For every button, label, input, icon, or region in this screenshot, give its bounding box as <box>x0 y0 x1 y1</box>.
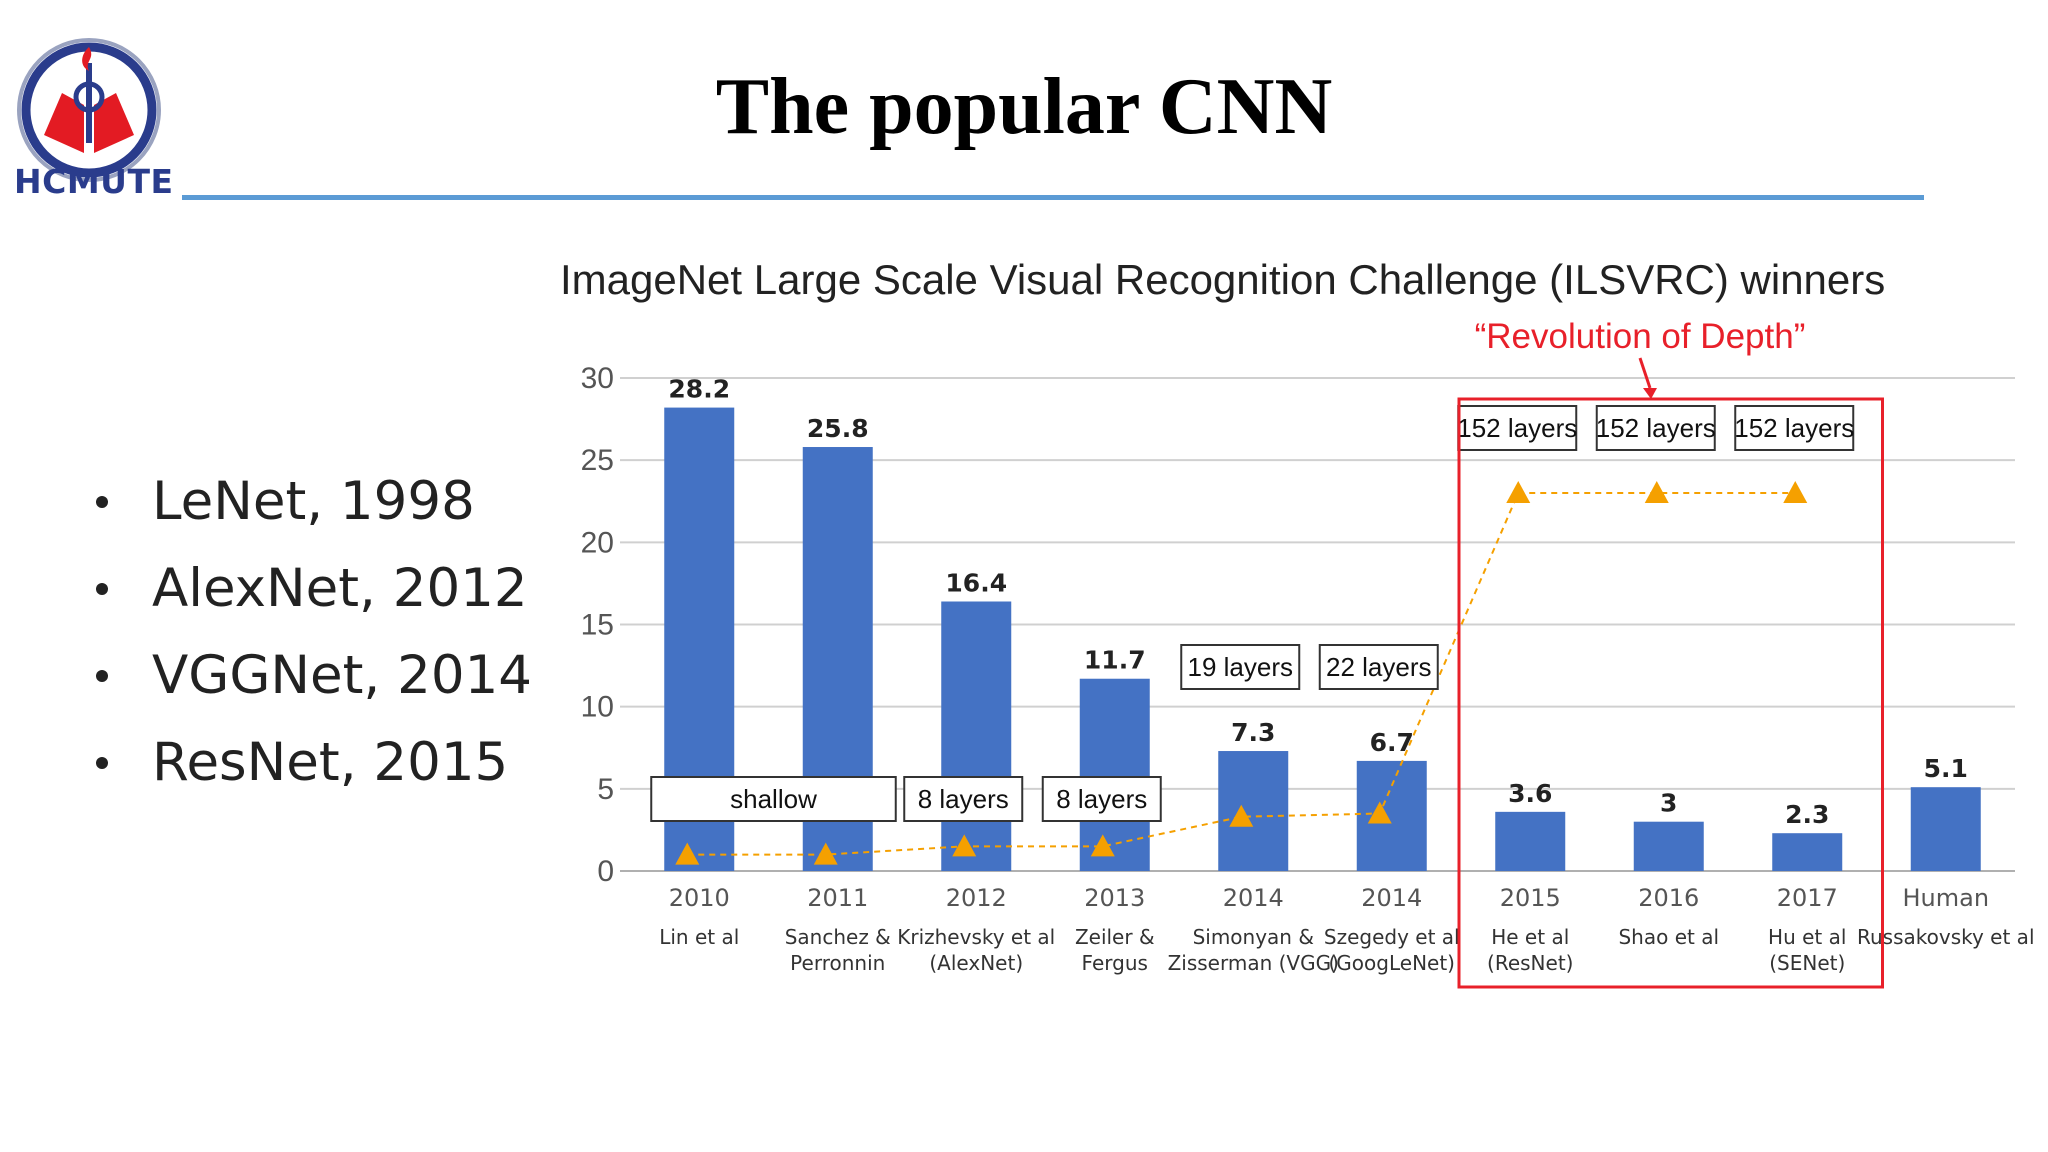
bar <box>1772 833 1843 871</box>
chart-title: ImageNet Large Scale Visual Recognition … <box>560 256 1886 303</box>
layer-label: 152 layers <box>1734 413 1854 443</box>
y-tick-label: 30 <box>581 362 614 395</box>
slide-title: The popular CNN <box>715 63 1333 151</box>
y-tick-label: 5 <box>597 773 614 806</box>
layer-label-box <box>1318 644 1439 690</box>
hcmute-logo <box>17 38 161 182</box>
depth-marker <box>675 842 700 865</box>
layer-label-box <box>1734 405 1855 451</box>
x-subtitle-label: (GoogLeNet) <box>1329 951 1455 975</box>
bullet-item: ResNet, 2015 <box>90 719 532 806</box>
x-tick-label: 2017 <box>1777 884 1838 912</box>
layer-label-box <box>1457 405 1578 451</box>
y-tick-label: 0 <box>597 855 614 888</box>
bar-value-label: 11.7 <box>1084 646 1146 675</box>
x-tick-label: 2016 <box>1638 884 1699 912</box>
bullet-list: LeNet, 1998 AlexNet, 2012 VGGNet, 2014 R… <box>90 458 532 806</box>
x-tick-label: 2014 <box>1223 884 1284 912</box>
depth-marker <box>813 842 838 865</box>
bar-value-label: 7.3 <box>1231 718 1275 747</box>
bar <box>1633 821 1704 871</box>
logo-text: HCMUTE <box>14 162 174 201</box>
layer-label: 8 layers <box>1056 784 1147 814</box>
layer-label: 22 layers <box>1326 652 1432 682</box>
x-subtitle-label: Krizhevsky et al <box>897 925 1055 949</box>
x-subtitle-label: Zisserman (VGG) <box>1168 951 1339 975</box>
x-subtitle-label: (AlexNet) <box>929 951 1023 975</box>
layer-label: 8 layers <box>918 784 1009 814</box>
x-subtitle-label: Shao et al <box>1618 925 1719 949</box>
x-subtitle-label: (SENet) <box>1769 951 1845 975</box>
layer-label-box <box>1180 644 1301 690</box>
y-tick-label: 15 <box>581 609 614 642</box>
x-subtitle-label: Lin et al <box>659 925 739 949</box>
x-tick-label: 2010 <box>669 884 730 912</box>
bar-value-label: 2.3 <box>1785 800 1829 829</box>
bar-value-label: 5.1 <box>1924 754 1968 783</box>
x-tick-label: 2012 <box>946 884 1007 912</box>
x-tick-label: Human <box>1902 884 1989 912</box>
y-tick-label: 10 <box>581 691 614 724</box>
annotation-arrowhead <box>1643 388 1657 399</box>
bar <box>1218 751 1289 871</box>
bar <box>1079 678 1150 871</box>
bar <box>1495 811 1566 871</box>
x-subtitle-label: Fergus <box>1082 951 1148 975</box>
x-tick-label: 2014 <box>1361 884 1422 912</box>
bar <box>1910 787 1981 871</box>
layer-label: 19 layers <box>1188 652 1294 682</box>
x-subtitle-label: (ResNet) <box>1487 951 1573 975</box>
x-tick-label: 2011 <box>807 884 868 912</box>
highlight-box <box>1457 397 1884 989</box>
depth-marker <box>1783 481 1808 504</box>
bar-value-label: 28.2 <box>668 375 730 404</box>
x-subtitle-label: Szegedy et al <box>1324 925 1460 949</box>
depth-marker <box>952 834 977 857</box>
bar-value-label: 25.8 <box>807 414 869 443</box>
layer-label-box <box>1595 405 1716 451</box>
x-subtitle-label: Zeiler & <box>1075 925 1155 949</box>
x-subtitle-label: Russakovsky et al <box>1857 925 2035 949</box>
title-divider <box>182 195 1924 200</box>
depth-marker <box>1090 834 1115 857</box>
x-subtitle-label: Perronnin <box>790 951 885 975</box>
bullet-item: LeNet, 1998 <box>90 458 532 545</box>
depth-marker <box>1367 801 1392 824</box>
bar <box>1356 760 1427 871</box>
layer-label: 152 layers <box>1596 413 1716 443</box>
x-subtitle-label: He et al <box>1491 925 1569 949</box>
x-subtitle-label: Simonyan & <box>1193 925 1314 949</box>
layer-label-box <box>1041 776 1162 822</box>
x-tick-label: 2013 <box>1084 884 1145 912</box>
annotation-label: “Revolution of Depth” <box>1475 317 1806 356</box>
bullet-item: AlexNet, 2012 <box>90 545 532 632</box>
layer-label-box <box>650 776 897 822</box>
layer-label: shallow <box>730 784 817 814</box>
x-tick-label: 2015 <box>1500 884 1561 912</box>
annotation-arrow <box>1638 357 1652 389</box>
bar-value-label: 3 <box>1660 789 1677 818</box>
x-subtitle-label: Hu et al <box>1768 925 1846 949</box>
x-subtitle-label: Sanchez & <box>785 925 891 949</box>
layer-label-box <box>903 776 1024 822</box>
bar-value-label: 3.6 <box>1508 779 1552 808</box>
depth-marker <box>1644 481 1669 504</box>
depth-marker <box>1506 481 1531 504</box>
y-tick-label: 25 <box>581 444 614 477</box>
bar-value-label: 16.4 <box>945 568 1007 597</box>
bar <box>941 601 1012 871</box>
layer-label: 152 layers <box>1457 413 1577 443</box>
depth-trend-line <box>687 492 1796 856</box>
bullet-item: VGGNet, 2014 <box>90 632 532 719</box>
y-tick-label: 20 <box>581 526 614 559</box>
bar-value-label: 6.7 <box>1370 728 1414 757</box>
depth-marker <box>1229 804 1254 827</box>
